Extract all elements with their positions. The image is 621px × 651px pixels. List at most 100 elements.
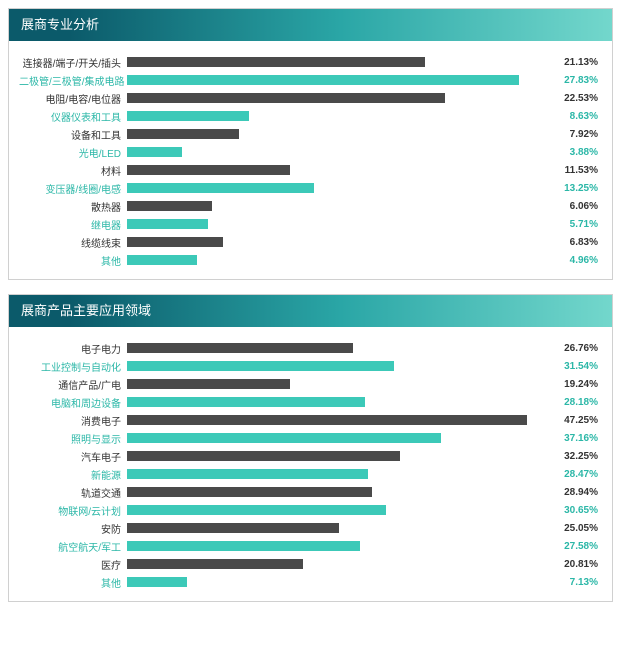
bar-value: 28.94%	[550, 487, 602, 498]
bar-fill	[127, 93, 445, 103]
bar-row: 照明与显示37.16%	[19, 429, 602, 447]
bar-label: 光电/LED	[19, 145, 127, 160]
bar-value: 19.24%	[550, 379, 602, 390]
bar-track	[127, 451, 550, 461]
bar-label: 航空航天/军工	[19, 539, 127, 554]
bar-row: 光电/LED 3.88%	[19, 143, 602, 161]
bar-fill	[127, 415, 527, 425]
bar-value: 7.92%	[550, 129, 602, 140]
bar-fill	[127, 505, 386, 515]
bar-value: 47.25%	[550, 415, 602, 426]
bar-label: 医疗	[19, 557, 127, 572]
bar-row: 其他 4.96%	[19, 251, 602, 269]
bar-value: 20.81%	[550, 559, 602, 570]
bar-row: 工业控制与自动化31.54%	[19, 357, 602, 375]
bar-fill	[127, 379, 290, 389]
bar-label: 电子电力	[19, 341, 127, 356]
bar-fill	[127, 451, 400, 461]
bar-label: 仪器仪表和工具	[19, 109, 127, 124]
bar-fill	[127, 255, 197, 265]
bar-track	[127, 541, 550, 551]
bar-value: 4.96%	[550, 255, 602, 266]
panel-title: 展商产品主要应用领域	[9, 295, 612, 327]
bar-value: 27.58%	[550, 541, 602, 552]
bar-track	[127, 559, 550, 569]
panel-title: 展商专业分析	[9, 9, 612, 41]
bar-row: 医疗 20.81%	[19, 555, 602, 573]
bar-fill	[127, 559, 303, 569]
bar-row: 仪器仪表和工具 8.63%	[19, 107, 602, 125]
bar-track	[127, 237, 550, 247]
bar-row: 散热器 6.06%	[19, 197, 602, 215]
bar-row: 连接器/端子/开关/插头 21.13%	[19, 53, 602, 71]
bar-value: 21.13%	[550, 57, 602, 68]
bar-row: 材料 11.53%	[19, 161, 602, 179]
bar-track	[127, 523, 550, 533]
bar-label: 通信产品/广电	[19, 377, 127, 392]
bar-label: 照明与显示	[19, 431, 127, 446]
bar-row: 新能源28.47%	[19, 465, 602, 483]
exhibitor-application-panel: 展商产品主要应用领域 电子电力26.76%工业控制与自动化31.54%通信产品/…	[8, 294, 613, 602]
bar-track	[127, 379, 550, 389]
bar-track	[127, 343, 550, 353]
bar-label: 消费电子	[19, 413, 127, 428]
bar-row: 二极管/三极管/集成电路27.83%	[19, 71, 602, 89]
bar-fill	[127, 183, 314, 193]
bar-label: 电阻/电容/电位器	[19, 91, 127, 106]
bar-value: 5.71%	[550, 219, 602, 230]
bar-track	[127, 129, 550, 139]
bar-fill	[127, 57, 425, 67]
bar-value: 8.63%	[550, 111, 602, 122]
bar-value: 7.13%	[550, 577, 602, 588]
bar-row: 其他 7.13%	[19, 573, 602, 591]
bar-track	[127, 75, 550, 85]
bar-fill	[127, 397, 365, 407]
bar-track	[127, 219, 550, 229]
bar-value: 27.83%	[550, 75, 602, 86]
bar-track	[127, 433, 550, 443]
bar-label: 连接器/端子/开关/插头	[19, 55, 127, 70]
bar-track	[127, 397, 550, 407]
bar-label: 继电器	[19, 217, 127, 232]
bar-row: 变压器/线圈/电感13.25%	[19, 179, 602, 197]
bar-fill	[127, 523, 339, 533]
bar-track	[127, 255, 550, 265]
bar-fill	[127, 237, 223, 247]
chart2-body: 电子电力 26.76% 工业控制与自动化31.54% 通信产品/广电 19.24% 电脑和…	[9, 327, 612, 601]
bar-row: 电子电力 26.76%	[19, 339, 602, 357]
bar-value: 11.53%	[550, 165, 602, 176]
bar-row: 电脑和周边设备28.18%	[19, 393, 602, 411]
bar-value: 22.53%	[550, 93, 602, 104]
bar-fill	[127, 577, 187, 587]
bar-fill	[127, 343, 353, 353]
bar-value: 3.88%	[550, 147, 602, 158]
bar-label: 设备和工具	[19, 127, 127, 142]
bar-fill	[127, 111, 249, 121]
bar-track	[127, 165, 550, 175]
bar-label: 轨道交通	[19, 485, 127, 500]
bar-label: 新能源	[19, 467, 127, 482]
bar-value: 31.54%	[550, 361, 602, 372]
bar-row: 消费电子 47.25%	[19, 411, 602, 429]
bar-fill	[127, 201, 212, 211]
bar-fill	[127, 147, 182, 157]
bar-value: 6.83%	[550, 237, 602, 248]
bar-row: 继电器 5.71%	[19, 215, 602, 233]
bar-label: 其他	[19, 575, 127, 590]
bar-fill	[127, 129, 239, 139]
bar-row: 轨道交通 28.94%	[19, 483, 602, 501]
bar-track	[127, 415, 550, 425]
bar-track	[127, 469, 550, 479]
bar-label: 变压器/线圈/电感	[19, 181, 127, 196]
bar-label: 其他	[19, 253, 127, 268]
bar-label: 散热器	[19, 199, 127, 214]
bar-fill	[127, 75, 519, 85]
bar-track	[127, 93, 550, 103]
bar-value: 6.06%	[550, 201, 602, 212]
bar-row: 通信产品/广电 19.24%	[19, 375, 602, 393]
bar-track	[127, 183, 550, 193]
bar-track	[127, 111, 550, 121]
bar-value: 26.76%	[550, 343, 602, 354]
bar-fill	[127, 165, 290, 175]
bar-label: 材料	[19, 163, 127, 178]
